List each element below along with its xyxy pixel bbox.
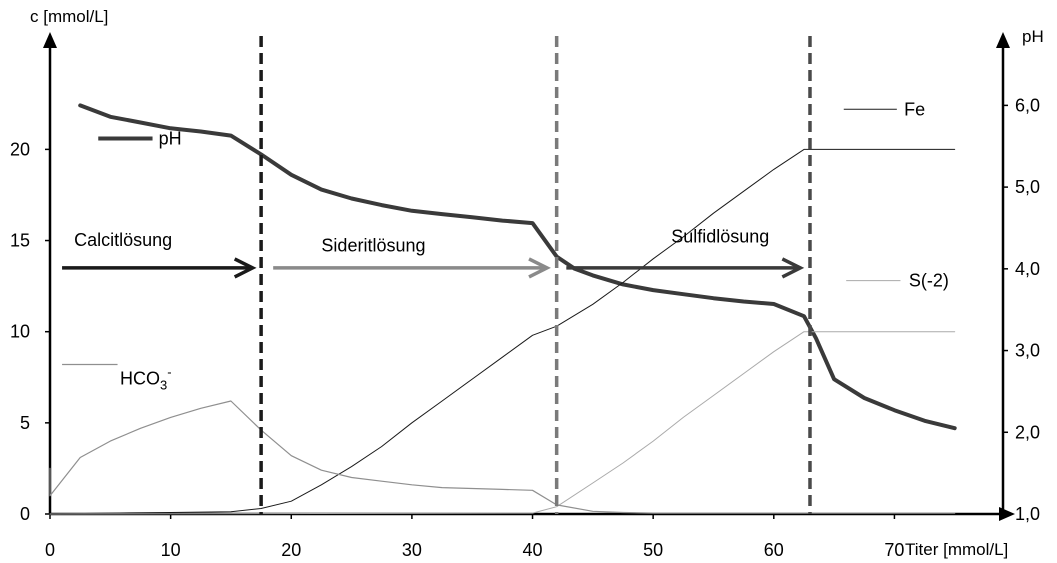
process-arrow-label-2: Sideritlösung xyxy=(321,235,425,255)
legend-label-pH: pH xyxy=(159,128,182,148)
y-right-axis-arrowhead xyxy=(996,32,1010,48)
x-tick-label: 60 xyxy=(764,540,784,560)
y-left-axis-label: c [mmol/L] xyxy=(30,7,108,26)
x-tick-label: 0 xyxy=(45,540,55,560)
process-arrow-head-3 xyxy=(781,257,805,279)
y-right-tick-label: 1,0 xyxy=(1015,504,1040,524)
y-right-tick-label: 2,0 xyxy=(1015,422,1040,442)
y-left-tick-label: 0 xyxy=(20,504,30,524)
y-left-tick-label: 15 xyxy=(10,231,30,251)
series-line-hco3 xyxy=(49,400,956,514)
y-right-axis-label: pH xyxy=(1022,27,1044,46)
x-tick-label: 30 xyxy=(402,540,422,560)
process-arrow-label-1: Calcitlösung xyxy=(74,230,172,250)
series-line-ph xyxy=(78,103,957,431)
x-tick-label: 40 xyxy=(523,540,543,560)
x-axis-label: Titer [mmol/L] xyxy=(905,540,1008,559)
legend-label-fe: Fe xyxy=(904,99,925,119)
process-arrow-head-1 xyxy=(233,257,257,279)
y-left-tick-label: 20 xyxy=(10,139,30,159)
y-right-tick-label: 6,0 xyxy=(1015,95,1040,115)
process-arrow-label-3: Sulfidlösung xyxy=(671,226,769,246)
y-right-tick-label: 3,0 xyxy=(1015,341,1040,361)
series-line-s-2 xyxy=(49,331,956,515)
y-right-tick-label: 5,0 xyxy=(1015,177,1040,197)
x-tick-label: 20 xyxy=(281,540,301,560)
x-tick-label: 70 xyxy=(884,540,904,560)
y-left-axis-arrowhead xyxy=(43,32,57,48)
series-line-fe xyxy=(49,148,956,515)
x-tick-label: 10 xyxy=(161,540,181,560)
y-left-tick-label: 10 xyxy=(10,322,30,342)
legend-label-s2: S(-2) xyxy=(909,271,949,291)
process-arrow-head-2 xyxy=(528,257,551,279)
y-left-tick-label: 5 xyxy=(20,413,30,433)
legend-label-hco3: HCO3- xyxy=(120,365,172,393)
y-right-tick-label: 4,0 xyxy=(1015,259,1040,279)
x-tick-label: 50 xyxy=(643,540,663,560)
